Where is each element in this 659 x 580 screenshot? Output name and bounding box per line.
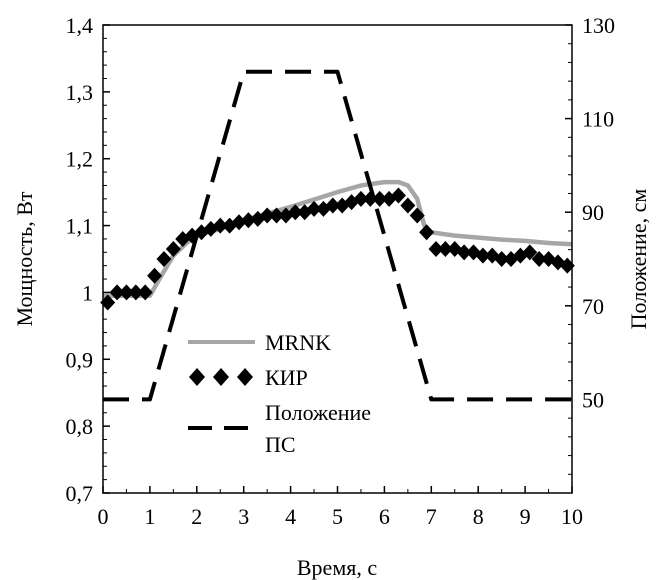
x-tick-label: 10 [561,504,583,529]
kir-point [475,247,491,264]
kir-point [494,251,510,267]
x-tick-label: 6 [379,504,390,529]
kir-point [137,284,153,301]
y-tick-label: 1,2 [66,147,94,172]
kir-point [325,197,341,214]
legend: MRNK КИР Положение ПС [188,330,371,457]
y-tick-label: 1,3 [66,80,94,105]
kir-point [259,207,275,224]
series-layer [100,69,575,402]
kir-point [437,240,453,257]
y-tick-label: 0,7 [66,481,94,506]
x-tick-label: 8 [473,504,484,529]
kir-point [353,190,369,207]
kir-point [419,224,435,241]
legend-position-label: Положение [265,400,371,425]
y2-tick-label: 70 [582,294,604,319]
series-mrnk-line [103,179,573,299]
kir-point [287,204,303,221]
y2-tick-label: 50 [582,387,604,412]
kir-point [428,240,444,257]
kir-point [306,200,322,217]
x-tick-label: 9 [520,504,531,529]
y2-tick-label: 130 [582,13,615,38]
kir-point [109,284,125,301]
legend-kir-swatch [189,368,253,386]
kir-point [147,267,163,284]
kir-point [503,251,519,267]
kir-point [128,284,144,301]
x-axis-title: Время, с [297,555,377,580]
kir-point [522,244,538,261]
x-tick-label: 0 [98,504,109,529]
kir-point [409,207,425,224]
legend-position-label-line2: ПС [265,432,296,457]
kir-point [372,190,388,207]
kir-point [466,244,482,261]
legend-kir-marker [237,368,253,386]
plot-frame [102,24,573,494]
kir-point [156,251,172,267]
y2-axis-title: Положение, см [626,189,651,330]
y-tick-label: 1,1 [66,214,94,239]
legend-mrnk-label: MRNK [265,330,331,355]
y2-tick-label: 90 [582,200,604,225]
x-tick-label: 3 [238,504,249,529]
y-tick-label: 1,4 [66,13,94,38]
kir-point [240,212,256,229]
kir-point [390,187,406,204]
kir-point [118,284,134,301]
y-tick-label: 0,9 [66,347,94,372]
legend-kir-marker [189,368,205,386]
y-tick-label: 1 [82,280,93,305]
x-tick-label: 1 [144,504,155,529]
x-tick-label: 7 [426,504,437,529]
x-tick-label: 2 [191,504,202,529]
legend-kir-marker [213,368,229,386]
legend-kir-label: КИР [265,365,308,390]
kir-point [212,217,228,234]
kir-point [165,240,181,257]
y-tick-label: 0,8 [66,414,94,439]
kir-point [531,251,547,267]
y2-tick-label: 110 [582,107,614,132]
kir-point [100,294,116,311]
kir-point [269,207,285,224]
tick-layer: 0 1 2 3 4 5 6 7 8 9 10 0,7 0,8 0,9 1 1,1 1,2 1,3 1,4 50 70 90… [66,13,616,529]
series-kir [100,187,575,311]
kir-point [559,257,575,274]
y-axis-title: Мощность, Вт [12,191,37,326]
series-position-line [103,69,572,402]
kir-point [456,244,472,261]
x-tick-label: 5 [332,504,343,529]
x-tick-label: 4 [285,504,296,529]
kir-point [400,197,416,214]
